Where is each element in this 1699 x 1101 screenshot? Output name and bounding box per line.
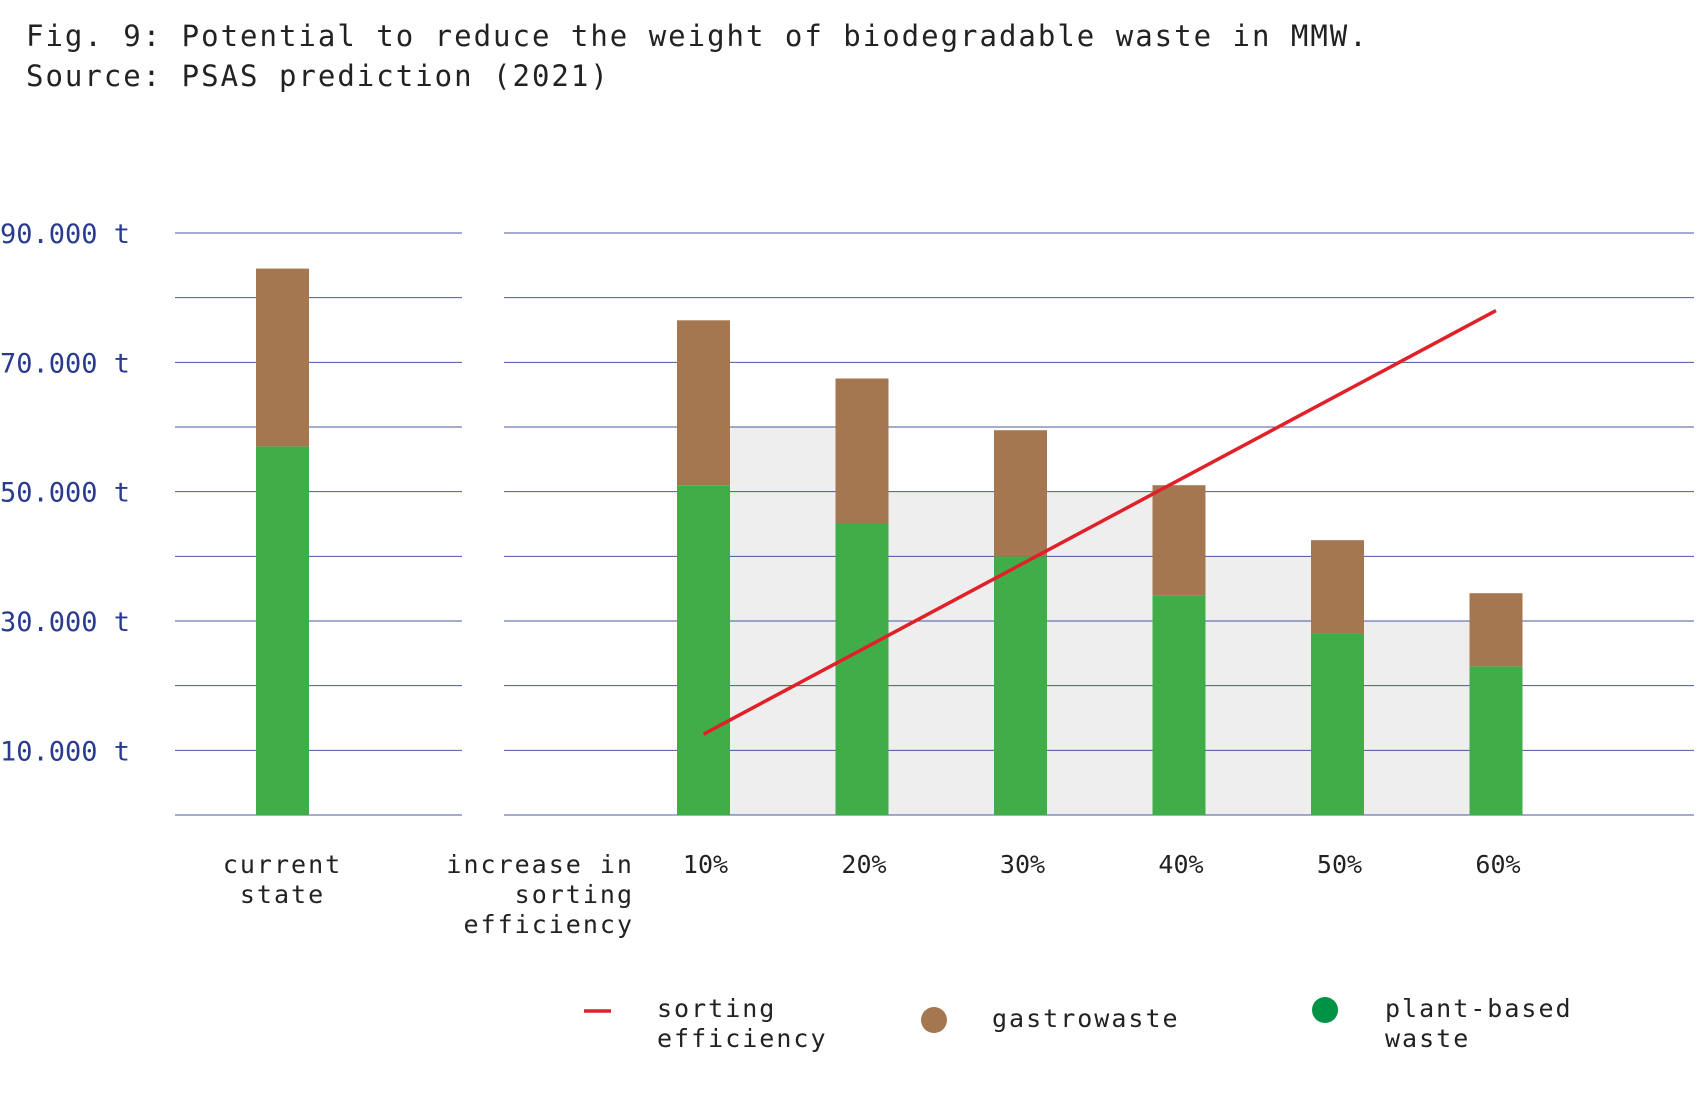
legend-label-sorting-efficiency: efficiency: [657, 1024, 828, 1053]
y-tick-label: 50.000 t: [0, 478, 130, 509]
legend-dot-gastrowaste: [921, 1007, 947, 1033]
bar-gastro-60pct: [1469, 593, 1523, 667]
x-label-current-state: state: [240, 880, 325, 909]
bar-gastro-current-state: [256, 268, 309, 447]
y-tick-label: 70.000 t: [0, 348, 130, 379]
bar-gastro-10pct: [677, 320, 730, 486]
bar-plant-20pct: [835, 524, 889, 815]
figure-caption: Fig. 9: Potential to reduce the weight o…: [26, 16, 1369, 96]
x-tick-label: 60%: [1475, 850, 1520, 879]
bar-plant-40pct: [1152, 595, 1206, 815]
x-label-current-state: current: [223, 850, 342, 879]
legend-label-gastrowaste: gastrowaste: [992, 1004, 1180, 1033]
bar-plant-10pct: [677, 485, 730, 815]
legend-label-plant-based-waste: waste: [1385, 1024, 1470, 1053]
figure-title: Fig. 9: Potential to reduce the weight o…: [26, 19, 1369, 53]
y-tick-label: 90.000 t: [0, 219, 130, 250]
legend-label-sorting-efficiency: sorting: [657, 994, 776, 1023]
x-tick-label: 50%: [1317, 850, 1362, 879]
y-tick-label: 10.000 t: [0, 736, 130, 767]
x-axis-title: sorting: [515, 880, 634, 909]
bar-gastro-30pct: [994, 430, 1047, 557]
legend-label-plant-based-waste: plant-based: [1385, 994, 1573, 1023]
x-axis-title: efficiency: [463, 910, 634, 939]
bar-plant-current-state: [256, 446, 309, 815]
figure-source: Source: PSAS prediction (2021): [26, 59, 610, 93]
bar-plant-30pct: [994, 556, 1047, 815]
x-tick-label: 40%: [1158, 850, 1203, 879]
bar-plant-50pct: [1311, 633, 1364, 815]
x-tick-label: 20%: [841, 850, 886, 879]
bar-gastro-40pct: [1152, 485, 1206, 596]
x-axis-title: increase in: [446, 850, 634, 879]
bar-gastro-50pct: [1311, 540, 1364, 634]
bar-gastro-20pct: [835, 378, 889, 524]
sorting-efficiency-line: [702, 309, 1497, 736]
y-tick-label: 30.000 t: [0, 607, 130, 638]
x-tick-label: 30%: [1000, 850, 1045, 879]
legend-dot-plant-based: [1312, 997, 1338, 1023]
x-tick-label: 10%: [683, 850, 728, 879]
bar-plant-60pct: [1469, 666, 1523, 815]
